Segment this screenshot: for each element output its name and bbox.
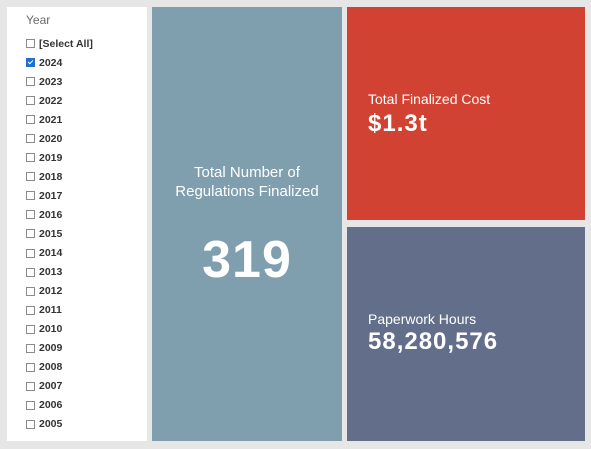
- year-option[interactable]: 2011: [26, 301, 93, 320]
- regulations-finalized-tile: Total Number of Regulations Finalized 31…: [152, 7, 342, 441]
- checkbox-icon[interactable]: [26, 305, 35, 315]
- year-option[interactable]: 2013: [26, 263, 93, 282]
- checkbox-icon[interactable]: [26, 400, 35, 410]
- year-option-label: 2023: [39, 75, 63, 88]
- checkbox-icon[interactable]: [26, 153, 35, 163]
- year-option[interactable]: 2020: [26, 129, 93, 148]
- checkbox-icon[interactable]: [26, 115, 35, 125]
- year-option[interactable]: 2023: [26, 72, 93, 91]
- checkbox-icon[interactable]: [26, 362, 35, 372]
- regulations-finalized-value: 319: [202, 231, 292, 289]
- checkbox-icon[interactable]: [26, 229, 35, 239]
- year-filter-panel: Year [Select All] 2024 2023 2022 2021 2020 201…: [7, 7, 147, 441]
- year-option-label: 2011: [39, 304, 62, 317]
- checkbox-icon[interactable]: [26, 77, 35, 87]
- year-option-label: [Select All]: [39, 37, 93, 50]
- year-option[interactable]: 2018: [26, 167, 93, 186]
- year-option-label: 2014: [39, 247, 63, 260]
- year-option[interactable]: 2009: [26, 339, 93, 358]
- checkbox-icon[interactable]: [26, 343, 35, 353]
- year-option[interactable]: 2015: [26, 224, 93, 243]
- year-option-label: 2015: [39, 227, 63, 240]
- checkbox-icon[interactable]: [26, 419, 35, 429]
- year-option[interactable]: 2019: [26, 148, 93, 167]
- year-option[interactable]: 2014: [26, 244, 93, 263]
- paperwork-hours-tile: Paperwork Hours 58,280,576: [347, 227, 585, 441]
- checkbox-icon[interactable]: [26, 267, 35, 277]
- checkbox-icon[interactable]: [26, 210, 35, 220]
- year-option[interactable]: 2012: [26, 282, 93, 301]
- finalized-cost-tile: Total Finalized Cost $1.3t: [347, 7, 585, 220]
- checkbox-icon[interactable]: [26, 286, 35, 296]
- year-option[interactable]: 2017: [26, 186, 93, 205]
- checkbox-icon[interactable]: [26, 248, 35, 258]
- year-option[interactable]: 2021: [26, 110, 93, 129]
- finalized-cost-value: $1.3t: [368, 110, 428, 137]
- year-option-label: 2009: [39, 342, 63, 355]
- paperwork-hours-value: 58,280,576: [368, 328, 499, 355]
- checkbox-icon[interactable]: [26, 381, 35, 391]
- year-option[interactable]: 2008: [26, 358, 93, 377]
- year-option-label: 2021: [39, 113, 63, 126]
- year-option-label: 2008: [39, 361, 63, 374]
- year-option[interactable]: 2007: [26, 377, 93, 396]
- regulations-finalized-label: Total Number of Regulations Finalized: [175, 164, 319, 200]
- year-option[interactable]: 2016: [26, 205, 93, 224]
- checkbox-icon[interactable]: [26, 134, 35, 144]
- year-option-label: 2006: [39, 399, 63, 412]
- year-filter-title: Year: [26, 13, 51, 27]
- checkbox-icon[interactable]: [26, 39, 35, 49]
- year-option[interactable]: 2005: [26, 415, 93, 434]
- paperwork-hours-label: Paperwork Hours: [368, 311, 477, 327]
- year-option[interactable]: 2024: [26, 53, 93, 72]
- year-option-label: 2024: [39, 56, 63, 69]
- checkbox-icon[interactable]: [26, 191, 35, 201]
- checkbox-icon[interactable]: [26, 96, 35, 106]
- year-option-label: 2019: [39, 151, 63, 164]
- year-option-label: 2012: [39, 285, 63, 298]
- checkbox-checked-icon[interactable]: [26, 58, 35, 68]
- checkbox-icon[interactable]: [26, 172, 35, 182]
- year-option-label: 2020: [39, 132, 63, 145]
- checkbox-icon[interactable]: [26, 324, 35, 334]
- year-filter-list: [Select All] 2024 2023 2022 2021 2020 2019 2018…: [26, 34, 93, 434]
- year-option-label: 2017: [39, 189, 63, 202]
- year-option-label: 2010: [39, 323, 63, 336]
- select-all-option[interactable]: [Select All]: [26, 34, 93, 53]
- year-option-label: 2016: [39, 208, 63, 221]
- year-option-label: 2013: [39, 266, 63, 279]
- finalized-cost-label: Total Finalized Cost: [368, 91, 491, 107]
- year-option[interactable]: 2022: [26, 91, 93, 110]
- year-option-label: 2007: [39, 380, 63, 393]
- year-option[interactable]: 2010: [26, 320, 93, 339]
- year-option[interactable]: 2006: [26, 396, 93, 415]
- year-option-label: 2005: [39, 418, 63, 431]
- year-option-label: 2022: [39, 94, 63, 107]
- year-option-label: 2018: [39, 170, 63, 183]
